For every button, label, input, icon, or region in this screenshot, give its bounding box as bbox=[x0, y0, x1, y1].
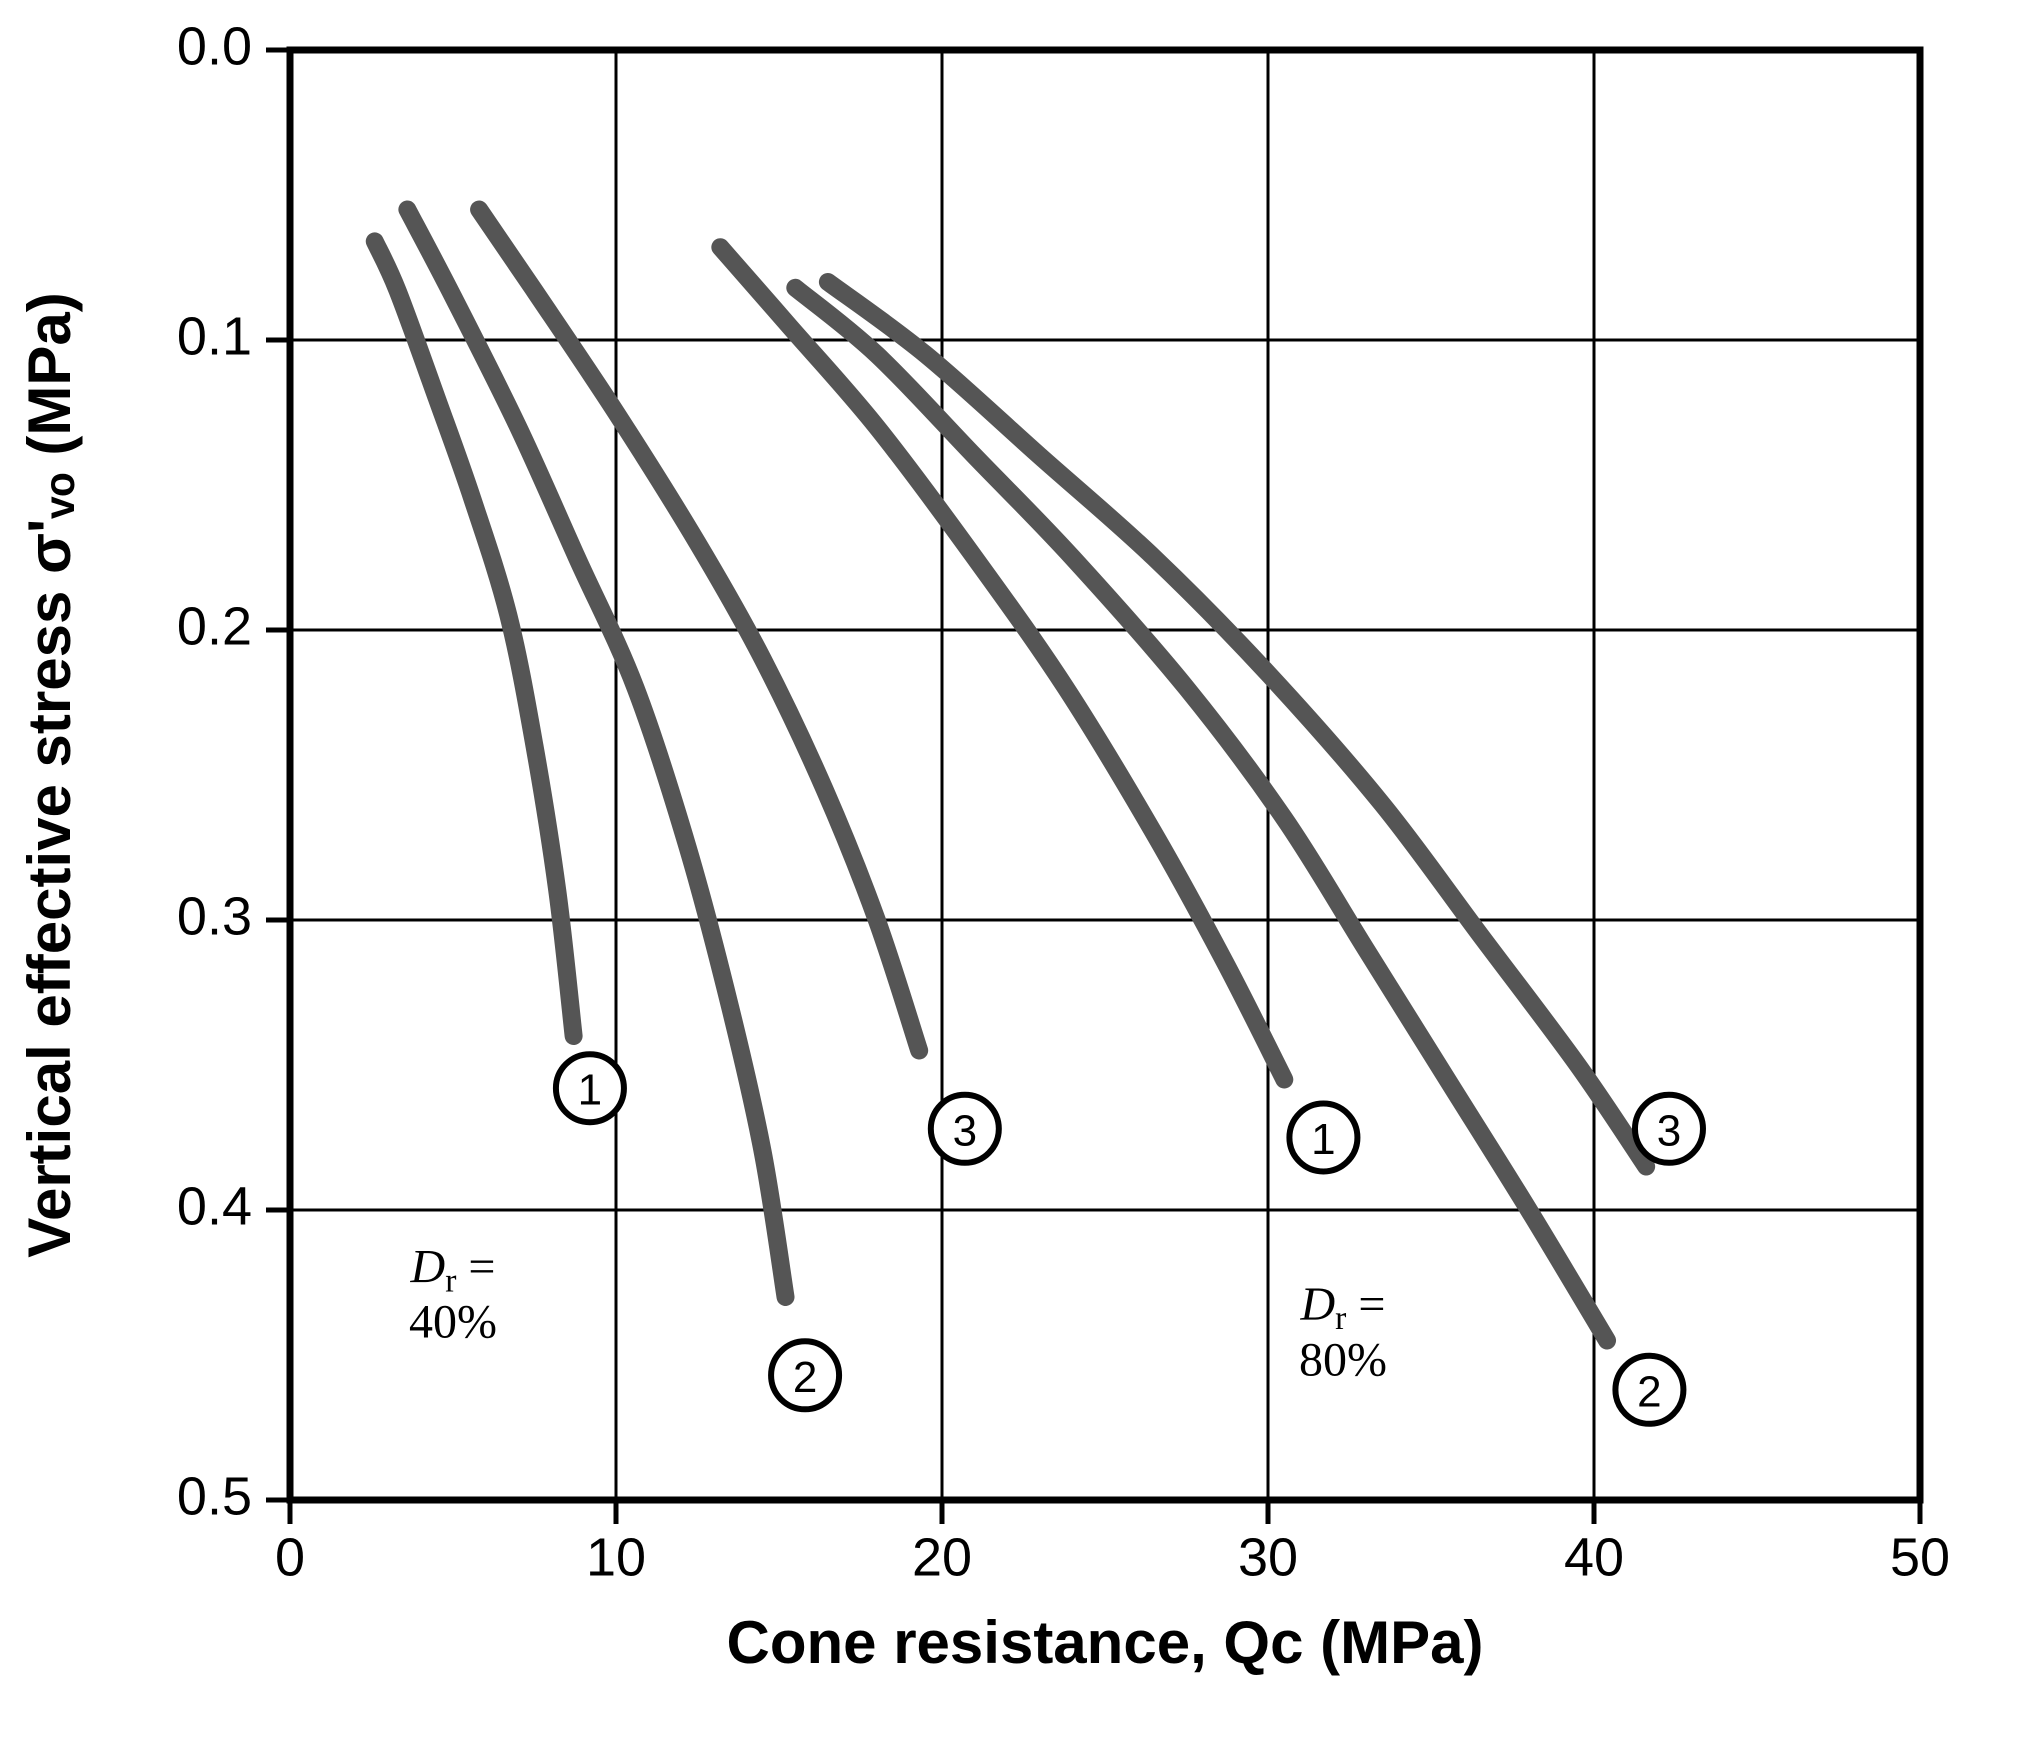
x-tick-label: 20 bbox=[912, 1527, 972, 1587]
y-axis-label: Vertical effective stress σ'ᵥₒ (MPa) bbox=[16, 292, 83, 1258]
x-tick-label: 0 bbox=[275, 1527, 305, 1587]
x-tick-label: 50 bbox=[1890, 1527, 1950, 1587]
x-tick-label: 10 bbox=[586, 1527, 646, 1587]
y-tick-label: 0.3 bbox=[177, 886, 252, 946]
y-tick-label: 0.0 bbox=[177, 16, 252, 76]
y-tick-label: 0.4 bbox=[177, 1176, 252, 1236]
y-tick-label: 0.1 bbox=[177, 306, 252, 366]
curve-label-number: 1 bbox=[1311, 1115, 1335, 1164]
curve-label-number: 1 bbox=[578, 1066, 602, 1115]
chart-svg: 0 10 20 30 40 50 0.0 0.1 0.2 0.3 0.4 0.5 Cone resist… bbox=[0, 0, 2025, 1749]
x-tick-label: 30 bbox=[1238, 1527, 1298, 1587]
curve-label-number: 3 bbox=[953, 1106, 977, 1155]
x-axis-label: Cone resistance, Qc (MPa) bbox=[727, 1609, 1484, 1676]
x-tick-label: 40 bbox=[1564, 1527, 1624, 1587]
y-tick-label: 0.5 bbox=[177, 1466, 252, 1526]
curve-label-number: 2 bbox=[1637, 1367, 1661, 1416]
y-tick-label: 0.2 bbox=[177, 596, 252, 656]
curve-label-number: 2 bbox=[793, 1353, 817, 1402]
curve-label-number: 3 bbox=[1657, 1106, 1681, 1155]
